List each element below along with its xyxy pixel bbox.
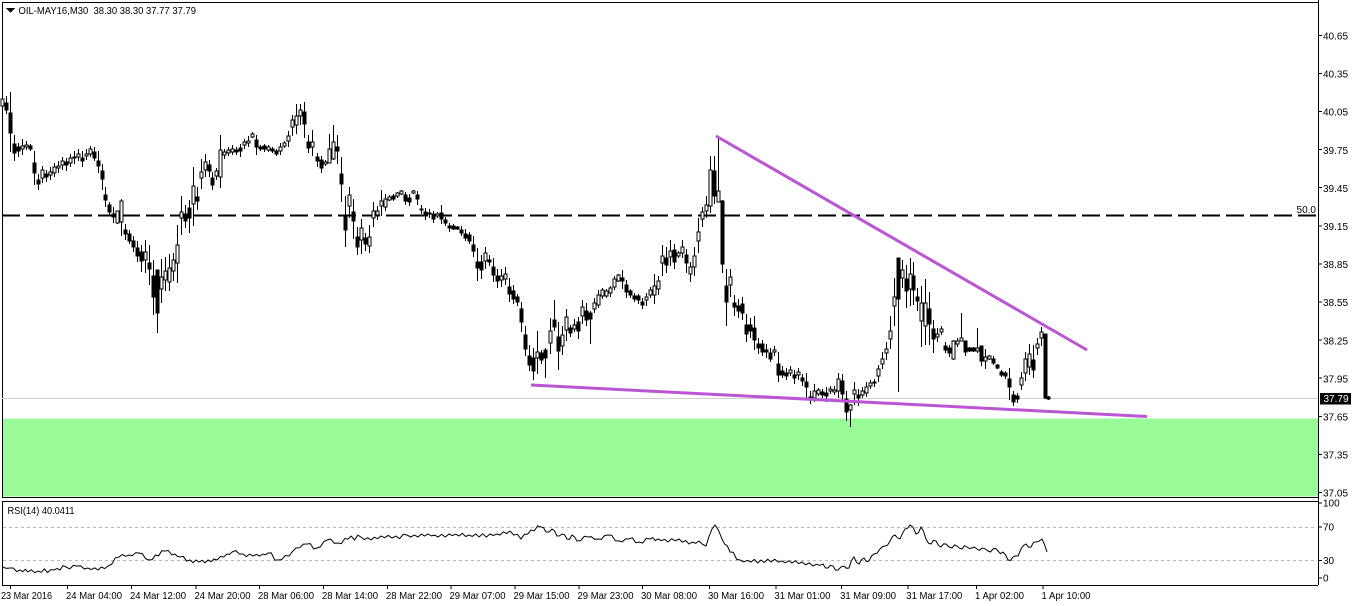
- svg-text:40.35: 40.35: [1323, 70, 1348, 81]
- svg-text:100: 100: [1323, 499, 1340, 510]
- svg-text:39.45: 39.45: [1323, 184, 1348, 195]
- svg-text:40.05: 40.05: [1323, 108, 1348, 119]
- svg-text:37.95: 37.95: [1323, 374, 1348, 385]
- svg-text:1 Apr 10:00: 1 Apr 10:00: [1042, 591, 1091, 602]
- svg-text:0: 0: [1323, 574, 1329, 585]
- svg-text:37.79: 37.79: [1324, 394, 1349, 405]
- svg-text:31 Mar 09:00: 31 Mar 09:00: [840, 591, 896, 602]
- svg-text:70: 70: [1323, 523, 1335, 534]
- svg-text:40.65: 40.65: [1323, 32, 1348, 43]
- svg-text:28 Mar 22:00: 28 Mar 22:00: [386, 591, 442, 602]
- svg-text:38.25: 38.25: [1323, 336, 1348, 347]
- svg-text:1 Apr 02:00: 1 Apr 02:00: [975, 591, 1024, 602]
- svg-text:37.35: 37.35: [1323, 451, 1348, 462]
- svg-text:39.75: 39.75: [1323, 146, 1348, 157]
- svg-text:38.85: 38.85: [1323, 260, 1348, 271]
- svg-text:OIL-MAY16,M30 38.30 38.30 37.: OIL-MAY16,M30 38.30 38.30 37.77 37.79: [19, 6, 197, 17]
- svg-text:31 Mar 01:00: 31 Mar 01:00: [774, 591, 830, 602]
- svg-text:50.0: 50.0: [1297, 205, 1317, 216]
- svg-text:38.55: 38.55: [1323, 298, 1348, 309]
- svg-text:29 Mar 23:00: 29 Mar 23:00: [578, 591, 634, 602]
- svg-text:24 Mar 20:00: 24 Mar 20:00: [195, 591, 251, 602]
- svg-text:29 Mar 15:00: 29 Mar 15:00: [514, 591, 570, 602]
- svg-text:37.05: 37.05: [1323, 489, 1348, 500]
- svg-text:24 Mar 04:00: 24 Mar 04:00: [66, 591, 122, 602]
- svg-text:23 Mar 2016: 23 Mar 2016: [1, 591, 52, 602]
- svg-text:28 Mar 06:00: 28 Mar 06:00: [258, 591, 314, 602]
- svg-text:RSI(14) 40.0411: RSI(14) 40.0411: [8, 506, 75, 517]
- svg-text:28 Mar 14:00: 28 Mar 14:00: [322, 591, 378, 602]
- svg-text:30 Mar 08:00: 30 Mar 08:00: [641, 591, 697, 602]
- svg-text:37.65: 37.65: [1323, 413, 1348, 424]
- svg-text:24 Mar 12:00: 24 Mar 12:00: [130, 591, 186, 602]
- svg-text:29 Mar 07:00: 29 Mar 07:00: [450, 591, 506, 602]
- svg-text:31 Mar 17:00: 31 Mar 17:00: [906, 591, 962, 602]
- svg-text:30: 30: [1323, 556, 1335, 567]
- svg-text:39.15: 39.15: [1323, 222, 1348, 233]
- svg-text:30 Mar 16:00: 30 Mar 16:00: [708, 591, 764, 602]
